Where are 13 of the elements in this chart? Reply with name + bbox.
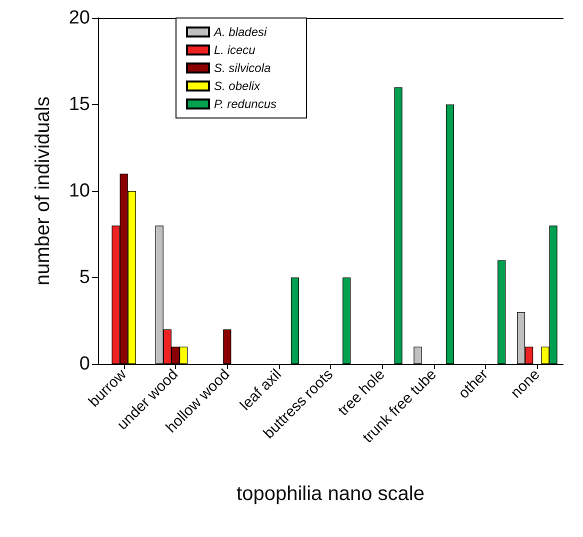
legend-label: S. obelix	[214, 79, 262, 93]
legend-label: L. icecu	[214, 43, 256, 57]
y-tick-label: 5	[79, 267, 90, 288]
y-axis-title: number of individuals	[32, 96, 54, 286]
x-tick-label: leaf axil	[236, 366, 285, 414]
x-axis-title: topophilia nano scale	[236, 483, 424, 505]
legend-label: S. silvicola	[214, 61, 272, 75]
legend-label: A. bladesi	[213, 25, 268, 39]
y-tick-label: 0	[79, 354, 90, 374]
legend-label: P. reduncus	[214, 97, 276, 111]
y-tick-label: 10	[68, 180, 90, 202]
y-tick-label: 15	[68, 94, 90, 115]
y-tick-label: 20	[68, 8, 90, 28]
